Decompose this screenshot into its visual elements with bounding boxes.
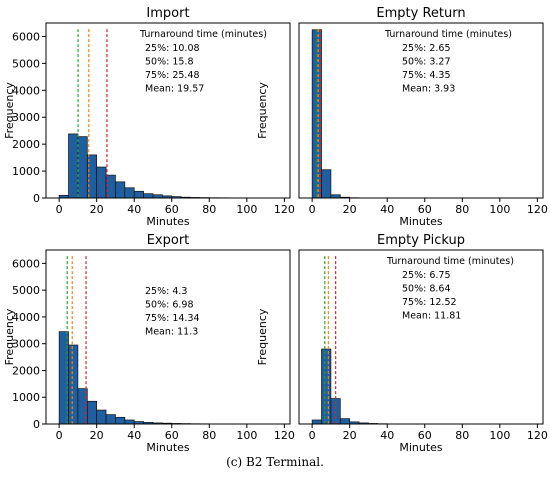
x-tick-label: 120: [527, 429, 548, 442]
stats-header: Turnaround time (minutes): [386, 256, 514, 267]
y-tick-label: 6000: [12, 257, 40, 270]
x-tick-label: 40: [127, 203, 141, 216]
x-tick-label: 40: [380, 203, 394, 216]
stats-line: 50%: 15.8: [145, 57, 194, 68]
y-tick-label: 3000: [12, 111, 40, 124]
plot-frame: [45, 22, 291, 199]
plot-frame: [298, 22, 544, 199]
y-tick-label: 0: [33, 418, 40, 431]
y-tick-label: 1000: [12, 165, 40, 178]
x-tick-label: 0: [309, 203, 316, 216]
y-axis-label: Frequency: [3, 308, 16, 365]
x-tick-label: 80: [202, 203, 216, 216]
caption-text: B2 Terminal.: [245, 455, 324, 469]
x-tick-label: 60: [418, 203, 432, 216]
stats-line: 25%: 6.75: [402, 270, 451, 281]
y-axis-label: Frequency: [3, 82, 16, 139]
x-tick-label: 60: [165, 203, 179, 216]
y-tick-label: 3000: [12, 338, 40, 351]
histogram-bar: [124, 187, 135, 199]
histogram-bar: [339, 418, 351, 425]
x-tick-label: 120: [527, 203, 548, 216]
histogram-bar: [115, 181, 126, 199]
y-tick-label: 1000: [12, 391, 40, 404]
x-tick-label: 20: [90, 203, 104, 216]
x-tick-label: 60: [418, 429, 432, 442]
x-tick-label: 20: [343, 203, 357, 216]
histogram-bar: [68, 133, 79, 199]
stats-line: Mean: 11.3: [145, 327, 198, 338]
chart-title: Empty Pickup: [377, 233, 465, 248]
x-tick-label: 20: [90, 429, 104, 442]
x-tick-label: 0: [56, 203, 63, 216]
histogram-bar: [133, 190, 144, 199]
y-tick-label: 6000: [12, 30, 40, 43]
stats-line: 50%: 8.64: [402, 284, 451, 295]
histogram-bar: [96, 409, 107, 425]
stats-line: Mean: 11.81: [402, 311, 461, 322]
x-tick-label: 100: [489, 203, 510, 216]
stats-line: 25%: 10.08: [145, 43, 200, 54]
histogram-bar: [124, 419, 135, 425]
histogram-bar: [143, 193, 154, 199]
caption-label: (c): [226, 455, 243, 469]
y-tick-label: 2000: [12, 364, 40, 377]
stats-line: 50%: 3.27: [402, 57, 451, 68]
histogram-figure: 0 20 40 60 80 100 1200100020003000400050006000…: [3, 6, 548, 454]
histogram-bar: [86, 400, 98, 425]
stats-line: 75%: 14.34: [145, 313, 200, 324]
chart-title: Empty Return: [376, 6, 465, 21]
x-axis-label: Minutes: [146, 441, 190, 454]
stats-line: 75%: 12.52: [402, 297, 457, 308]
chart-title: Export: [147, 233, 190, 248]
x-axis-label: Minutes: [399, 441, 443, 454]
y-tick-label: 5000: [12, 284, 40, 297]
x-tick-label: 40: [380, 429, 394, 442]
stats-line: 75%: 4.35: [402, 70, 451, 81]
y-axis-label: Frequency: [256, 82, 269, 139]
x-tick-label: 120: [274, 429, 295, 442]
y-tick-label: 2000: [12, 138, 40, 151]
x-axis-label: Minutes: [146, 215, 190, 228]
y-tick-label: 4000: [12, 84, 40, 97]
stats-header: Turnaround time (minutes): [384, 29, 512, 40]
histogram-bar: [68, 344, 79, 425]
histogram-bar: [115, 416, 126, 425]
x-tick-label: 100: [489, 429, 510, 442]
stats-line: Mean: 19.57: [145, 84, 204, 95]
y-tick-label: 0: [33, 192, 40, 205]
y-axis-label: Frequency: [256, 308, 269, 365]
x-tick-label: 100: [236, 429, 257, 442]
x-tick-label: 120: [274, 203, 295, 216]
plot-frame: [45, 249, 291, 425]
stats-line: 50%: 6.98: [145, 300, 194, 311]
x-tick-label: 20: [343, 429, 357, 442]
x-tick-label: 0: [56, 429, 63, 442]
histogram-bar: [321, 169, 332, 199]
histogram-bar: [105, 414, 116, 425]
x-tick-label: 80: [202, 429, 216, 442]
plot-frame: [298, 249, 544, 425]
stats-line: Mean: 3.93: [402, 84, 455, 95]
figure-caption: (c) B2 Terminal.: [0, 455, 550, 469]
histogram-bar: [77, 136, 88, 199]
chart-title: Import: [146, 6, 189, 21]
y-tick-label: 5000: [12, 57, 40, 70]
histogram-bar: [321, 348, 332, 425]
y-tick-label: 4000: [12, 311, 40, 324]
x-tick-label: 60: [165, 429, 179, 442]
stats-header: Turnaround time (minutes): [139, 29, 267, 40]
stats-line: 25%: 2.65: [402, 43, 451, 54]
x-tick-label: 0: [309, 429, 316, 442]
x-axis-label: Minutes: [399, 215, 443, 228]
histogram-bar: [96, 166, 107, 199]
stats-line: 25%: 4.3: [145, 286, 187, 297]
x-tick-label: 80: [455, 203, 469, 216]
stats-line: 75%: 25.48: [145, 70, 200, 81]
x-tick-label: 80: [455, 429, 469, 442]
x-tick-label: 40: [127, 429, 141, 442]
x-tick-label: 100: [236, 203, 257, 216]
histogram-bar: [311, 419, 322, 425]
